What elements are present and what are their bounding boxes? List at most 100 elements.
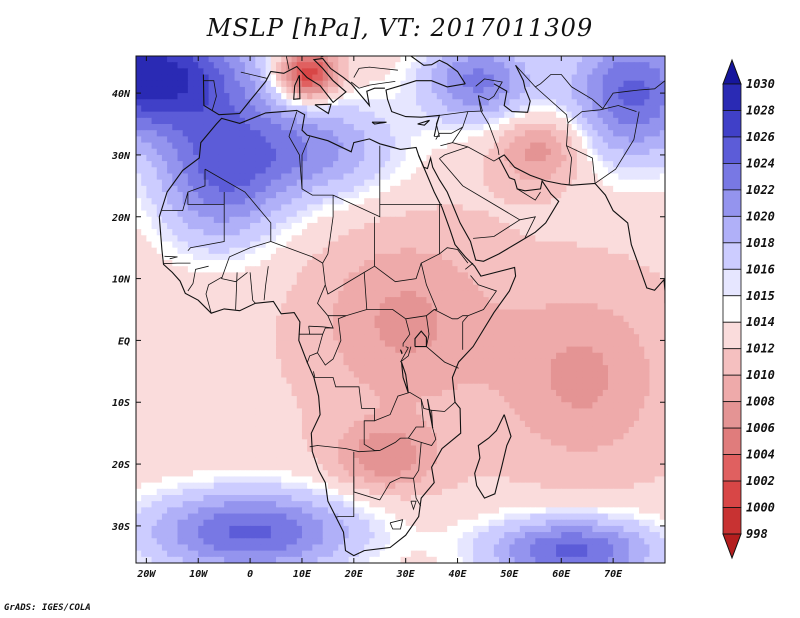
pressure-cell — [659, 130, 665, 137]
pressure-cell — [250, 86, 256, 94]
pressure-cell — [395, 62, 402, 69]
pressure-cell — [659, 117, 665, 125]
pressure-cell — [374, 346, 381, 354]
pressure-cell — [369, 56, 376, 63]
pressure-cell — [467, 68, 474, 76]
pressure-cell — [203, 179, 210, 187]
pressure-cell — [255, 80, 262, 88]
pressure-cell — [307, 290, 313, 298]
pressure-cell — [276, 167, 282, 175]
pressure-cell — [379, 105, 386, 113]
pressure-cell — [161, 266, 168, 273]
pressure-cell — [161, 253, 168, 261]
pressure-cell — [390, 260, 396, 267]
pressure-cell — [618, 173, 625, 181]
pressure-cell — [234, 222, 241, 230]
pressure-cell — [613, 86, 619, 94]
pressure-cell — [244, 328, 251, 335]
pressure-cell — [545, 204, 552, 212]
pressure-cell — [395, 290, 402, 298]
pressure-cell — [405, 204, 412, 212]
pressure-cell — [218, 167, 225, 175]
pressure-cell — [229, 297, 236, 304]
pressure-cell — [509, 266, 516, 273]
pressure-cell — [561, 216, 568, 224]
pressure-cell — [582, 192, 588, 199]
pressure-cell — [493, 216, 500, 224]
pressure-cell — [312, 62, 319, 69]
pressure-cell — [613, 222, 619, 230]
pressure-cell — [607, 185, 614, 193]
pressure-cell — [182, 124, 189, 131]
pressure-cell — [327, 260, 334, 267]
pressure-cell — [441, 235, 448, 243]
pressure-cell — [213, 154, 220, 162]
pressure-cell — [556, 334, 562, 342]
pressure-cell — [260, 130, 267, 137]
pressure-cell — [338, 321, 345, 329]
pressure-cell — [633, 99, 640, 107]
pressure-cell — [540, 198, 547, 205]
pressure-cell — [556, 297, 562, 304]
pressure-cell — [239, 80, 246, 88]
pressure-cell — [561, 340, 568, 348]
pressure-cell — [156, 136, 163, 144]
pressure-cell — [447, 247, 453, 255]
pressure-cell — [322, 93, 329, 100]
pressure-cell — [265, 272, 272, 280]
pressure-cell — [421, 56, 428, 63]
pressure-cell — [359, 179, 365, 187]
pressure-cell — [390, 340, 396, 348]
pressure-cell — [276, 210, 282, 218]
pressure-cell — [379, 204, 386, 212]
pressure-cell — [348, 117, 355, 125]
pressure-cell — [576, 290, 583, 298]
pressure-cell — [136, 161, 142, 168]
pressure-cell — [623, 328, 630, 335]
pressure-cell — [260, 154, 267, 162]
pressure-cell — [208, 266, 215, 273]
pressure-cell — [493, 198, 500, 205]
pressure-cell — [286, 74, 293, 82]
pressure-cell — [250, 117, 256, 125]
pressure-cell — [239, 105, 246, 113]
pressure-cell — [582, 297, 588, 304]
pressure-cell — [353, 204, 360, 212]
pressure-cell — [488, 198, 495, 205]
pressure-cell — [649, 272, 656, 280]
pressure-cell — [167, 346, 173, 354]
pressure-cell — [291, 266, 298, 273]
pressure-cell — [519, 56, 526, 63]
pressure-cell — [395, 334, 402, 342]
pressure-cell — [467, 192, 474, 199]
pressure-cell — [343, 340, 350, 348]
pressure-cell — [550, 99, 557, 107]
pressure-cell — [441, 74, 448, 82]
pressure-cell — [281, 222, 288, 230]
pressure-cell — [390, 117, 396, 125]
pressure-cell — [384, 321, 391, 329]
pressure-cell — [390, 321, 396, 329]
pressure-cell — [203, 93, 210, 100]
pressure-cell — [457, 68, 464, 76]
pressure-cell — [338, 136, 345, 144]
pressure-cell — [307, 297, 313, 304]
pressure-cell — [639, 340, 645, 348]
pressure-cell — [343, 229, 350, 236]
pressure-cell — [317, 266, 324, 273]
pressure-cell — [639, 321, 645, 329]
pressure-cell — [384, 260, 391, 267]
pressure-cell — [400, 297, 407, 304]
pressure-cell — [514, 111, 521, 119]
pressure-cell — [390, 346, 396, 354]
pressure-cell — [597, 272, 604, 280]
pressure-cell — [602, 278, 609, 286]
pressure-cell — [182, 204, 189, 212]
pressure-cell — [597, 173, 604, 181]
pressure-cell — [156, 346, 163, 354]
pressure-cell — [582, 266, 588, 273]
pressure-cell — [167, 352, 173, 360]
pressure-cell — [151, 167, 158, 175]
pressure-cell — [369, 235, 376, 243]
pressure-cell — [457, 86, 464, 94]
